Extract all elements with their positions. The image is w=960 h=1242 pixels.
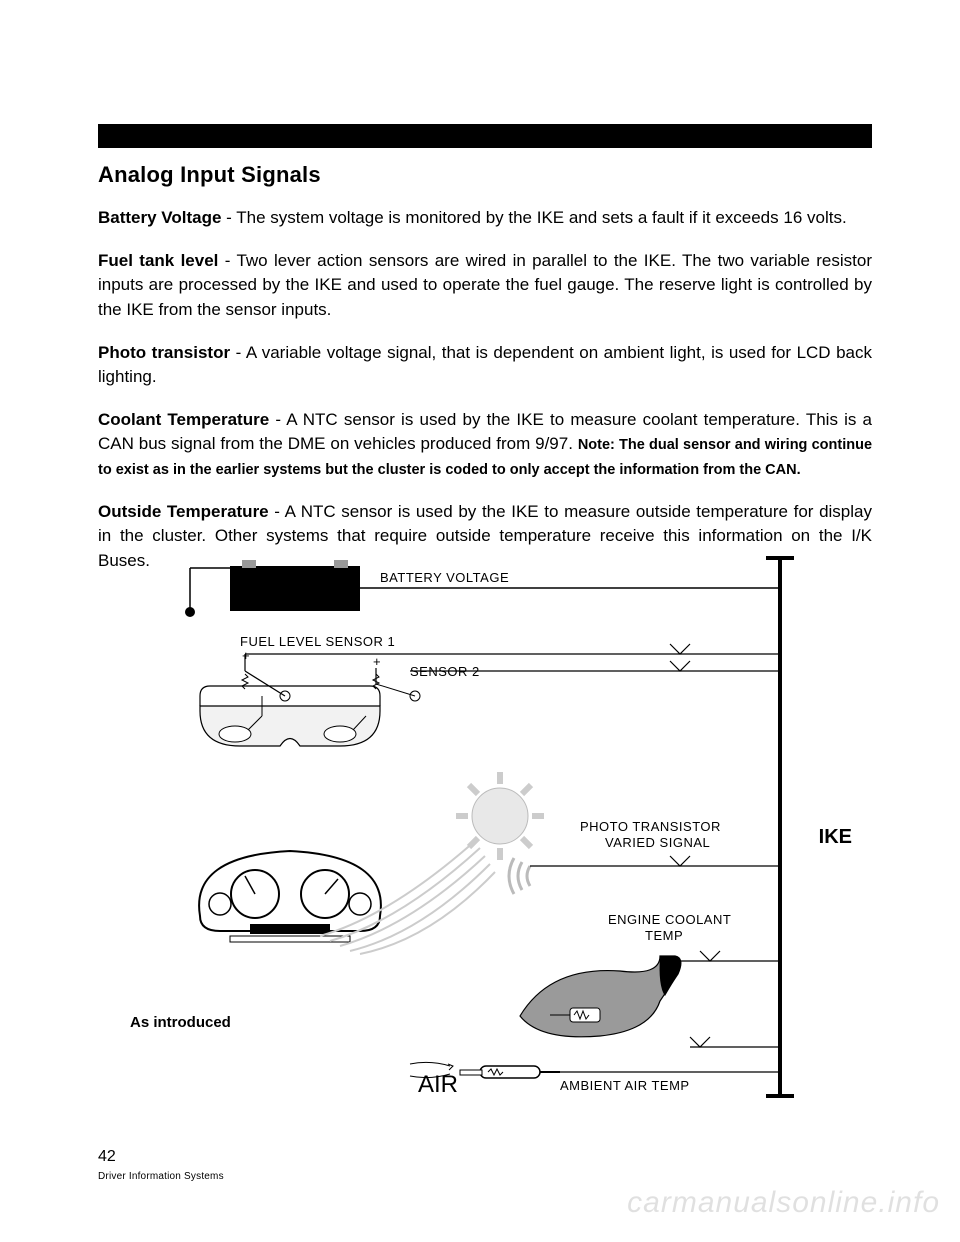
lead-battery: Battery Voltage <box>98 208 221 227</box>
para-coolant: Coolant Temperature - A NTC sensor is us… <box>98 408 872 482</box>
watermark: carmanualsonline.info <box>627 1186 940 1220</box>
label-battery: BATTERY VOLTAGE <box>380 570 509 585</box>
diagram: BATTERY VOLTAGE FUEL LEVEL SENSOR 1 + SE <box>130 556 842 1111</box>
content-block: Analog Input Signals Battery Voltage - T… <box>98 158 872 592</box>
text-battery: - The system voltage is monitored by the… <box>221 208 846 227</box>
label-coolant1: ENGINE COOLANT <box>608 912 731 927</box>
para-battery: Battery Voltage - The system voltage is … <box>98 206 872 231</box>
label-coolant2: TEMP <box>645 928 683 943</box>
section-title: Analog Input Signals <box>98 162 872 188</box>
lead-photo: Photo transistor <box>98 343 230 362</box>
header-band <box>98 128 872 148</box>
label-photo2: VARIED SIGNAL <box>605 835 710 850</box>
lead-fuel: Fuel tank level <box>98 251 218 270</box>
footer-text: Driver Information Systems <box>98 1171 224 1182</box>
label-photo1: PHOTO TRANSISTOR <box>580 819 721 834</box>
as-introduced-label: As introduced <box>130 1014 231 1031</box>
label-air: AIR <box>418 1071 458 1098</box>
svg-text:+: + <box>373 654 381 669</box>
ike-label: IKE <box>819 826 852 849</box>
label-ambient: AMBIENT AIR TEMP <box>560 1078 690 1093</box>
lead-outside: Outside Temperature <box>98 502 269 521</box>
page-number: 42 <box>98 1148 116 1166</box>
lead-coolant: Coolant Temperature <box>98 410 269 429</box>
label-fuel1: FUEL LEVEL SENSOR 1 <box>240 634 395 649</box>
page: Analog Input Signals Battery Voltage - T… <box>0 0 960 1242</box>
para-photo: Photo transistor - A variable voltage si… <box>98 341 872 390</box>
svg-text:+: + <box>242 648 250 663</box>
diagram-svg: BATTERY VOLTAGE FUEL LEVEL SENSOR 1 + SE <box>130 556 842 1111</box>
para-fuel: Fuel tank level - Two lever action senso… <box>98 249 872 323</box>
